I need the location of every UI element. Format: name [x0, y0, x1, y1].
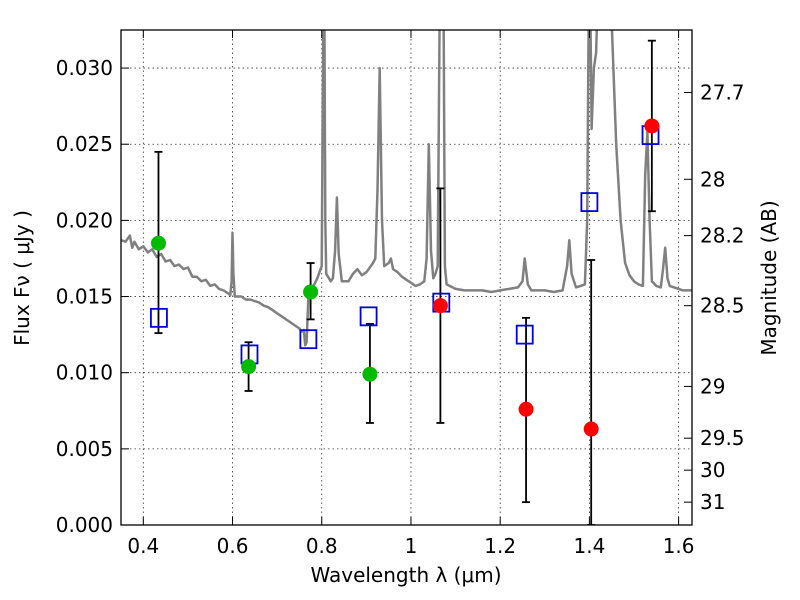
- y-tick-label: 0.015: [56, 285, 113, 309]
- x-tick-label: 1.6: [663, 534, 695, 558]
- y-tick-label: 0.020: [56, 208, 113, 232]
- x-tick-label: 0.8: [306, 534, 338, 558]
- right-tick-label: 28.2: [700, 224, 745, 248]
- y-axis-label: Flux Fν ( μJy ): [10, 210, 34, 346]
- y-tick-label: 0.000: [56, 513, 113, 537]
- right-tick-label: 27.7: [700, 80, 745, 104]
- green-data-point: [150, 235, 166, 251]
- x-tick-labels: 0.4 0.6 0.8 1 1.2 1.4 1.6: [127, 534, 694, 558]
- y-tick-labels: 0.000 0.005 0.010 0.015 0.020 0.025 0.030: [56, 56, 113, 537]
- right-tick-label: 30: [700, 458, 725, 482]
- spectrum-layer: [121, 30, 692, 347]
- grid-lines: [121, 30, 692, 526]
- red-data-point: [518, 401, 534, 417]
- model-spectrum-line: [121, 30, 692, 347]
- right-tick-label: 29: [700, 374, 725, 398]
- model-photometry-box: [580, 192, 599, 213]
- x-tick-label: 0.6: [217, 534, 249, 558]
- right-tick-label: 31: [700, 490, 725, 514]
- y-tick-label: 0.010: [56, 361, 113, 385]
- data-points-layer: [150, 39, 660, 525]
- plot-frame: [120, 29, 693, 526]
- right-tick-label: 28: [700, 167, 725, 191]
- model-photometry-box: [299, 329, 318, 350]
- green-data-point: [303, 284, 319, 300]
- red-data-point: [432, 298, 448, 314]
- right-axis-label: Magnitude (AB): [757, 200, 781, 355]
- right-axis-tick-labels: 27.7 28 28.2 28.5 29 29.5 30 31: [700, 80, 745, 514]
- y-tick-label: 0.025: [56, 132, 113, 156]
- x-axis-label: Wavelength λ (μm): [310, 563, 501, 587]
- y-tick-label: 0.005: [56, 437, 113, 461]
- model-photometry-box: [359, 306, 378, 327]
- axis-ticks: [121, 30, 692, 526]
- y-tick-label: 0.030: [56, 56, 113, 80]
- green-data-point: [362, 366, 378, 382]
- red-data-point: [644, 118, 660, 134]
- x-tick-label: 1.4: [573, 534, 605, 558]
- model-photometry-box: [515, 324, 534, 345]
- model-photometry-box: [150, 307, 168, 328]
- x-tick-label: 1.2: [484, 534, 516, 558]
- right-tick-label: 28.5: [700, 294, 745, 318]
- x-tick-label: 0.4: [127, 534, 159, 558]
- x-tick-label: 1: [405, 534, 418, 558]
- red-data-point: [583, 421, 599, 437]
- right-tick-label: 29.5: [700, 426, 745, 450]
- green-data-point: [241, 359, 257, 375]
